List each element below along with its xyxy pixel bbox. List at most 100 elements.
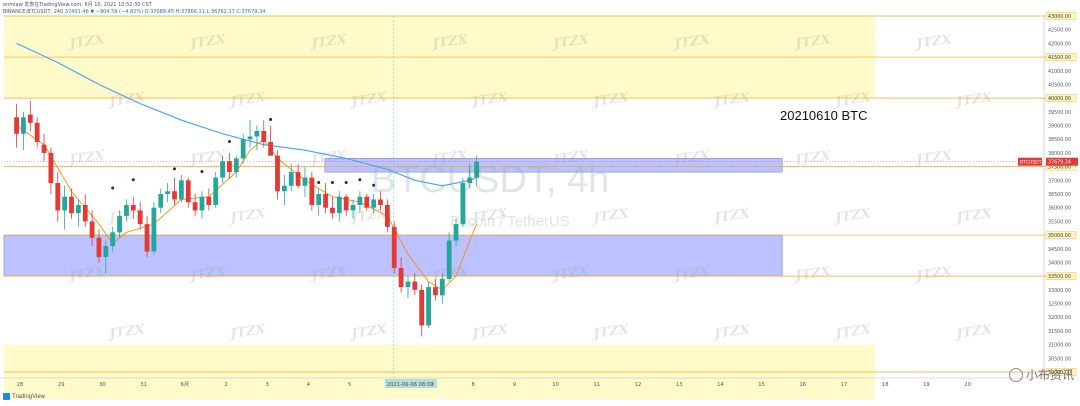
candle — [82, 194, 88, 227]
candle-body — [227, 161, 232, 173]
price-tick-label: 30500.00 — [1048, 356, 1071, 362]
time-tick-label: 31 — [140, 382, 147, 388]
candle — [474, 155, 480, 186]
candle-body — [426, 287, 431, 326]
time-tick-label: 17 — [841, 382, 848, 388]
watermark-tile: JTZX — [831, 90, 872, 110]
candle — [213, 172, 219, 208]
candle-body — [378, 199, 383, 205]
source-logo-icon — [1008, 367, 1023, 382]
watermark-tile: JTZX — [952, 90, 993, 110]
price-tick-label: 39500.00 — [1048, 110, 1071, 116]
candle-body — [27, 114, 33, 123]
candle — [199, 191, 205, 219]
candle — [275, 150, 280, 200]
time-tick-label: 12 — [635, 382, 642, 388]
signal-dot — [330, 181, 334, 185]
time-tick-label: 8 — [472, 382, 475, 388]
price-tick-label: 39000.00 — [1048, 124, 1071, 130]
symbol-price-tag-label: BTCUSDT — [1020, 160, 1042, 166]
watermark-tile: JTZX — [226, 90, 267, 110]
watermark-tile: JTZX — [589, 322, 630, 342]
ma-line-blue — [16, 42, 477, 187]
candle-body — [247, 136, 253, 140]
candle-body — [206, 196, 212, 205]
candle — [21, 111, 26, 151]
signal-dot — [317, 181, 321, 185]
candle-body — [405, 281, 411, 288]
time-tick-label: 5 — [348, 382, 351, 388]
watermark-tile: JTZX — [186, 148, 227, 168]
candle — [357, 191, 363, 214]
candle-body — [474, 161, 480, 178]
candle-body — [96, 237, 102, 257]
candle — [151, 202, 157, 255]
tradingview-label: TradingView — [12, 393, 46, 400]
price-tick-label: 37000.00 — [1048, 178, 1071, 184]
candle-body — [391, 226, 397, 268]
candle — [117, 210, 122, 238]
level-axis-label: 41500.00 — [1048, 55, 1071, 61]
candle-body — [34, 122, 40, 142]
candle-body — [75, 204, 81, 214]
candle — [206, 188, 212, 211]
watermark-tile: JTZX — [549, 148, 590, 168]
time-tick-label: 29 — [58, 382, 65, 388]
candle — [240, 133, 246, 164]
time-tick-label: 15 — [758, 382, 765, 388]
candle-body — [433, 287, 438, 296]
symbol-label: BINANCE:BTCUSDT, 240 — [3, 9, 64, 15]
level-axis-label: 43000.00 — [1048, 14, 1071, 20]
candle — [398, 256, 404, 293]
watermark-tile: JTZX — [468, 206, 509, 226]
candle-body — [41, 144, 47, 153]
chart-header-ohlc: BINANCE:BTCUSDT, 240 37491.46 ▼ −904.59 … — [3, 9, 265, 16]
candle-body — [199, 196, 205, 211]
candle-body — [240, 139, 246, 159]
candle — [364, 194, 370, 211]
candle-body — [62, 196, 68, 211]
candle-body — [14, 117, 19, 134]
time-tick-label: 28 — [17, 382, 24, 388]
chart-header-publisher: enmiaw 发表在TradingView.com, 6月 10, 2021 1… — [3, 2, 152, 8]
watermark-tile: JTZX — [710, 206, 751, 226]
candle-body — [82, 204, 88, 222]
candle-body — [330, 207, 335, 214]
candle — [124, 199, 129, 222]
watermark-tile: JTZX — [186, 32, 227, 52]
watermark-tile: JTZX — [912, 32, 953, 52]
candle — [41, 133, 47, 162]
time-tick-label: 19 — [923, 382, 930, 388]
watermark-tile: JTZX — [549, 264, 590, 284]
candle — [426, 281, 431, 329]
candle-body — [48, 152, 54, 184]
candle-body — [89, 221, 95, 238]
price-tick-label: 34500.00 — [1048, 247, 1071, 253]
candle-body — [178, 180, 184, 200]
candle — [165, 183, 171, 203]
last-price-tag — [1046, 157, 1078, 166]
signal-dot — [358, 178, 362, 182]
price-tick-label: 32500.00 — [1048, 302, 1071, 308]
watermark-tile: JTZX — [105, 206, 146, 226]
signal-dot — [111, 186, 115, 190]
candle — [419, 284, 425, 337]
price-tick-label: 38500.00 — [1048, 137, 1071, 143]
watermark-tile: JTZX — [710, 90, 751, 110]
price-tick-label: 42000.00 — [1048, 41, 1071, 47]
candle-body — [192, 202, 198, 211]
watermark-tile: JTZX — [105, 322, 146, 342]
time-tick-label: 7 — [430, 382, 433, 388]
candle — [323, 183, 328, 214]
watermark-tile: JTZX — [65, 32, 106, 52]
candle — [178, 174, 184, 203]
signal-dot — [227, 139, 231, 143]
candle-body — [419, 289, 425, 326]
signal-dot — [200, 170, 204, 174]
candle-body — [288, 172, 294, 186]
last-price-label: 37679.34 — [1048, 160, 1071, 166]
signal-dot — [173, 167, 176, 171]
candle — [158, 188, 164, 214]
time-tick-label: 20 — [964, 382, 971, 388]
